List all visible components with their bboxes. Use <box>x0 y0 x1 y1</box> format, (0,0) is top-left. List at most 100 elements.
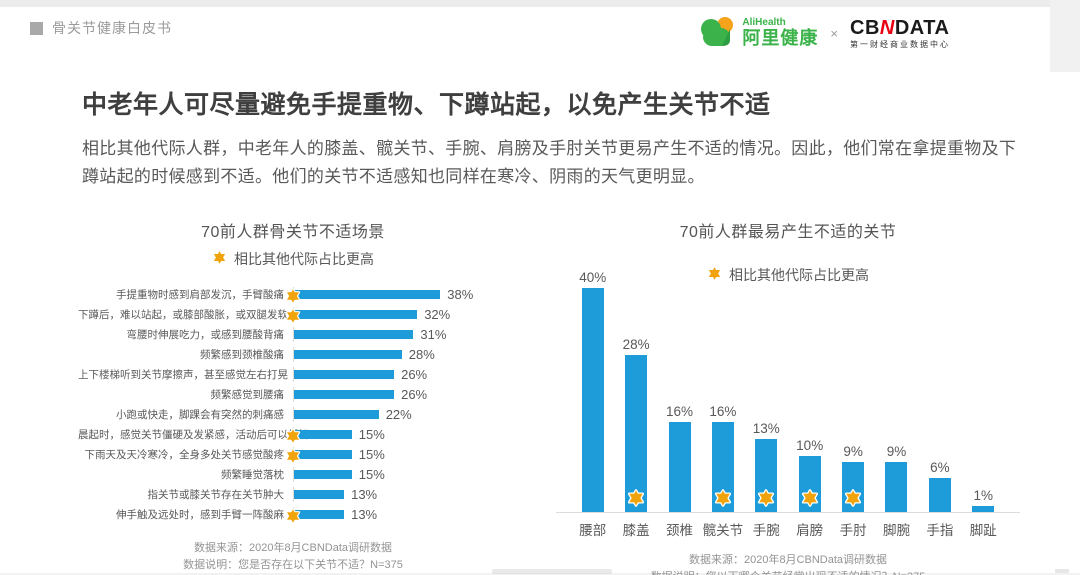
bar-category-label: 频繁感觉到腰痛 <box>210 388 285 401</box>
bar-category-label: 弯腰时伸展吃力，或感到腰酸背痛 <box>126 328 285 341</box>
bar-value-label: 26% <box>401 366 428 382</box>
bar-value-label: 1% <box>973 488 994 504</box>
bar-category-label: 腰部 <box>579 523 607 538</box>
bar-value-label: 9% <box>886 443 907 459</box>
bar <box>294 489 345 499</box>
right-chart-column: 16% <box>701 404 744 512</box>
left-chart-rows: 手提重物时感到肩部发沉，手臂酸痛 38% 下蹲后，难以站起，或膝部酸胀，或双腿发软 3… <box>78 284 508 524</box>
higher-share-star-icon <box>714 489 732 507</box>
legend-label: 相比其他代际占比更高 <box>729 267 869 283</box>
source-note: 数据来源：2020年8月CBNData调研数据 <box>688 554 888 566</box>
bar-category-label: 手腕 <box>752 523 780 538</box>
alihealth-wordmark: AliHealth 阿里健康 <box>742 18 818 47</box>
left-chart-footnotes: 数据来源：2020年8月CBNData调研数据 数据说明：您是否存在以下关节不适… <box>78 540 508 574</box>
bar-value-label: 13% <box>351 506 378 522</box>
right-chart-column: 16% <box>658 404 701 512</box>
bar <box>625 355 648 512</box>
star-icon <box>285 287 301 304</box>
bar-category-label: 下雨天及天冷寒冷，全身多处关节感觉酸疼 <box>84 448 285 461</box>
right-chart-column: 1% <box>962 488 1005 512</box>
star-icon <box>212 250 227 265</box>
right-chart-column: 9% <box>831 444 874 512</box>
left-chart-row: 晨起时，感觉关节僵硬及发紧感，活动后可以缓解 15% <box>78 424 508 444</box>
page-description: 相比其他代际人群，中老年人的膝盖、髋关节、手腕、肩膀及手肘关节更易产生不适的情况… <box>82 139 1017 186</box>
left-chart-row: 手提重物时感到肩部发沉，手臂酸痛 38% <box>78 284 508 304</box>
left-chart-title: 70前人群骨关节不适场景 <box>201 224 385 241</box>
left-chart-row: 下蹲后，难以站起，或膝部酸胀，或双腿发软 32% <box>78 304 508 324</box>
bar-value-label: 31% <box>420 326 447 342</box>
bar-category-label: 下蹲后，难以站起，或膝部酸胀，或双腿发软 <box>78 308 288 321</box>
cutoff-text-fragment <box>492 569 612 574</box>
cbndata-wordmark: CBNDATA <box>850 17 949 39</box>
left-chart-legend: 相比其他代际占比更高 <box>78 249 508 269</box>
right-chart: 70前人群最易产生不适的关节 相比其他代际占比更高 40% 28% 16% 16% 13… <box>556 218 1020 575</box>
bar <box>581 288 604 512</box>
left-chart: 70前人群骨关节不适场景 相比其他代际占比更高 手提重物时感到肩部发沉，手臂酸痛… <box>78 218 508 574</box>
cbndata-post: DATA <box>894 16 950 39</box>
left-chart-row: 小跑或快走，脚踝会有突然的刺痛感 22% <box>78 404 508 424</box>
cbndata-tagline: 第一财经商业数据中心 <box>850 39 950 49</box>
bar-zone: 26% <box>293 366 508 382</box>
bar <box>294 429 352 439</box>
bar-value-label: 6% <box>930 460 950 476</box>
star-icon <box>845 489 862 507</box>
bar-zone: 38% <box>285 286 508 304</box>
higher-share-star-icon <box>801 489 819 507</box>
bar-zone: 13% <box>293 486 508 502</box>
left-chart-row: 频繁感到颈椎酸痛 28% <box>78 344 508 364</box>
breadcrumb: 骨关节健康白皮书 <box>30 18 172 38</box>
star-icon <box>801 489 818 507</box>
bar <box>928 478 951 512</box>
legend-label: 相比其他代际占比更高 <box>234 251 374 267</box>
page-title: 中老年人可尽量避免手提重物、下蹲站起，以免产生关节不适 <box>82 91 771 119</box>
higher-share-star-icon <box>285 447 301 464</box>
bar-value-label: 10% <box>796 438 824 453</box>
right-chart-column: 40% <box>571 270 614 512</box>
higher-share-star-icon <box>285 507 301 524</box>
bar <box>755 439 778 512</box>
higher-share-star-icon <box>285 287 301 304</box>
alihealth-cn-label: 阿里健康 <box>742 27 819 48</box>
legend-star-icon <box>212 250 227 268</box>
bar-zone: 15% <box>293 466 508 482</box>
cbndata-logo: CBNDATA 第一财经商业数据中心 <box>850 17 950 50</box>
bar-zone: 26% <box>293 386 508 402</box>
bar-value-label: 15% <box>358 446 385 462</box>
star-icon <box>285 307 301 324</box>
bar-category-label: 小跑或快走，脚踝会有突然的刺痛感 <box>116 408 284 421</box>
left-chart-row: 下雨天及天冷寒冷，全身多处关节感觉酸疼 15% <box>78 444 508 464</box>
brand-logos: AliHealth 阿里健康 × CBNDATA 第一财经商业数据中心 <box>700 16 950 50</box>
bar-category-label: 频繁睡觉落枕 <box>221 468 284 481</box>
left-chart-row: 伸手触及远处时，感到手臂一阵酸麻 13% <box>78 504 508 524</box>
star-icon <box>285 427 301 444</box>
star-icon <box>285 507 301 524</box>
right-chart-categories: 腰部 膝盖 颈椎 髋关节 手腕 肩膀 手肘 脚腕 手指 脚趾 <box>556 519 1020 539</box>
bar <box>711 422 734 512</box>
bar-zone: 22% <box>293 406 508 422</box>
bar-category-label: 颈椎 <box>666 523 694 538</box>
logo-separator: × <box>830 25 838 41</box>
bar-category-label: 脚趾 <box>969 523 997 538</box>
bar-zone: 31% <box>293 326 508 342</box>
bar <box>294 289 441 299</box>
bar <box>668 422 691 512</box>
bar-zone: 15% <box>285 426 508 444</box>
page-footer-fragment <box>1055 569 1069 573</box>
left-chart-row: 频繁感觉到腰痛 26% <box>78 384 508 404</box>
bar-category-label: 频繁感到颈椎酸痛 <box>200 348 284 361</box>
bar-value-label: 22% <box>385 406 412 422</box>
higher-share-star-icon <box>627 489 645 507</box>
bar-category-label: 晨起时，感觉关节僵硬及发紧感，活动后可以缓解 <box>78 428 309 441</box>
cbndata-pre: CB <box>850 16 880 39</box>
bar-zone: 32% <box>285 306 508 324</box>
bar-value-label: 26% <box>401 386 428 402</box>
bar <box>294 449 352 459</box>
star-icon <box>758 489 775 507</box>
right-chart-legend: 相比其他代际占比更高 <box>556 265 1020 285</box>
bar <box>294 469 352 479</box>
bar-category-label: 脚腕 <box>882 523 910 538</box>
bar <box>885 461 908 512</box>
bar-value-label: 32% <box>424 306 451 322</box>
bar-value-label: 16% <box>666 404 694 420</box>
bar-category-label: 膝盖 <box>622 523 650 538</box>
